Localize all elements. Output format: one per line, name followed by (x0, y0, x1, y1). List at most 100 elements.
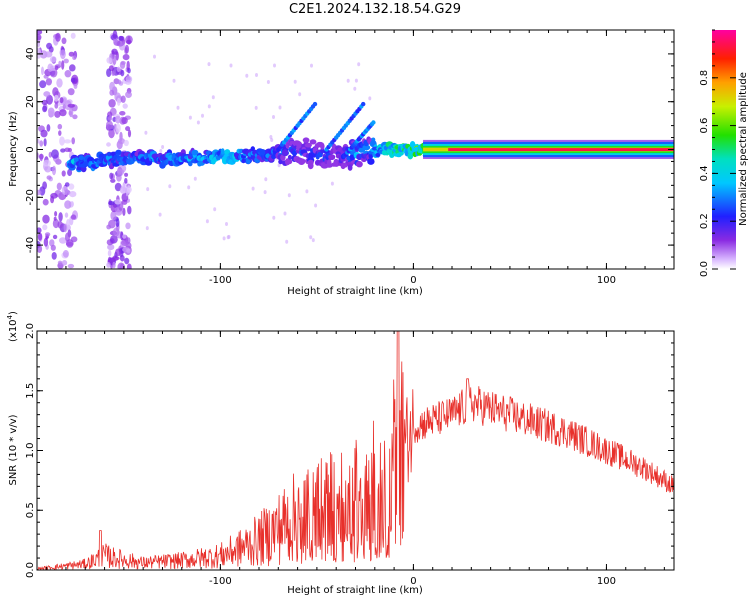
heatmap-noise-cell (127, 67, 131, 74)
colorbar-tick-label: 0.8 (699, 70, 710, 86)
heatmap-noise-cell (54, 211, 58, 217)
heatmap-noise-cell (44, 51, 53, 58)
heatmap-noise-cell (357, 62, 361, 67)
heatmap-noise-cell (54, 94, 59, 102)
heatmap-noise-cell (120, 231, 124, 241)
heatmap-ridge-cell (368, 153, 374, 159)
heatmap-noise-cell (37, 232, 43, 241)
heatmap-noise-cell (58, 60, 62, 67)
heatmap-noise-cell (107, 244, 115, 251)
heatmap-noise-cell (225, 222, 228, 226)
heatmap-noise-cell (119, 263, 124, 269)
heatmap-noise-cell (124, 172, 129, 177)
heatmap-noise-cell (107, 249, 112, 257)
heatmap-noise-cell (201, 113, 204, 118)
heatmap-noise-cell (245, 73, 249, 78)
heatmap-noise-cell (52, 218, 60, 229)
heatmap-noise-cell (125, 222, 131, 230)
heatmap-noise-cell (118, 138, 125, 145)
heatmap-noise-cell (270, 138, 274, 142)
heatmap-noise-cell (51, 165, 57, 176)
snr-y-tick-label: 1.5 (25, 383, 36, 399)
snr-y-axis-title: SNR (10 * v/v) (8, 414, 19, 485)
heatmap-noise-cell (72, 114, 78, 120)
heatmap-y-tick-label: -40 (25, 237, 36, 253)
heatmap-noise-cell (44, 232, 51, 237)
heatmap-noise-cell (42, 224, 48, 231)
heatmap-noise-cell (266, 80, 270, 84)
heatmap-noise-cell (161, 145, 165, 149)
heatmap-noise-cell (168, 184, 172, 189)
heatmap-noise-cell (37, 30, 43, 35)
heatmap-noise-cell (63, 139, 72, 144)
heatmap-noise-cell (122, 182, 126, 192)
snr-y-tick-label: 0.0 (25, 562, 36, 578)
heatmap-noise-cell (42, 105, 48, 113)
heatmap-y-tick-label: 20 (25, 95, 36, 108)
snr-plot-area (37, 331, 674, 570)
heatmap-noise-cell (68, 51, 75, 57)
heatmap-noise-cell (59, 136, 65, 146)
heatmap-noise-cell (115, 115, 121, 124)
heatmap-noise-cell (67, 168, 73, 177)
heatmap-noise-cell (106, 224, 112, 230)
heatmap-cells (37, 30, 674, 269)
heatmap-noise-cell (70, 214, 77, 220)
heatmap-ridge-cell (107, 152, 112, 157)
heatmap-noise-cell (46, 42, 53, 50)
heatmap-noise-cell (145, 226, 149, 231)
heatmap-noise-cell (158, 212, 162, 217)
heatmap-noise-cell (111, 71, 115, 76)
heatmap-noise-cell (61, 170, 66, 177)
heatmap-noise-cell (126, 248, 131, 254)
heatmap-streak-cell (371, 120, 376, 125)
heatmap-noise-cell (122, 207, 126, 216)
heatmap-y-tick-label: -20 (25, 189, 36, 205)
page-title: C2E1.2024.132.18.54.G29 (288, 2, 462, 17)
heatmap-noise-cell (110, 178, 116, 183)
heatmap-noise-cell (63, 223, 68, 233)
heatmap-noise-cell (116, 97, 121, 106)
heatmap-noise-cell (70, 77, 76, 83)
heatmap-noise-cell (106, 68, 112, 77)
heatmap-noise-cell (59, 97, 64, 104)
colorbar-tick-label: 0.0 (699, 261, 710, 277)
heatmap-ridge-cell (343, 162, 348, 168)
heatmap-ridge-cell (309, 139, 317, 145)
heatmap-noise-cell (68, 107, 74, 118)
heatmap-noise-cell (67, 103, 76, 108)
heatmap-noise-cell (67, 88, 75, 96)
heatmap-noise-cell (70, 32, 76, 39)
heatmap-noise-cell (55, 32, 61, 42)
heatmap-noise-cell (305, 189, 309, 194)
heatmap-noise-cell (346, 78, 350, 83)
heatmap-noise-cell (110, 210, 117, 221)
heatmap-x-axis-title: Height of straight line (km) (287, 286, 423, 297)
heatmap-noise-cell (64, 212, 69, 218)
heatmap-noise-cell (53, 216, 57, 221)
heatmap-noise-cell (51, 149, 59, 159)
heatmap-noise-cell (57, 221, 63, 229)
heatmap-noise-cell (43, 138, 47, 147)
heatmap-noise-cell (60, 49, 66, 60)
heatmap-noise-cell (112, 55, 117, 66)
heatmap-noise-cell (106, 142, 111, 147)
heatmap-ridge-cell (287, 159, 293, 165)
heatmap-noise-cell (263, 190, 267, 195)
snr-panel: -100 0 100 0.0 0.5 1.0 1.5 2.0 Height of straig… (6, 311, 675, 596)
heatmap-noise-cell (278, 105, 282, 110)
heatmap-y-tick-label: 0 (25, 146, 36, 152)
heatmap-noise-cell (67, 147, 72, 153)
heatmap-x-tick-label: 100 (597, 275, 616, 286)
heatmap-ridge-cell (362, 144, 371, 151)
heatmap-noise-cell (115, 123, 121, 133)
heatmap-noise-cell (172, 78, 176, 83)
heatmap-noise-cell (108, 115, 113, 121)
heatmap-noise-cell (37, 189, 42, 196)
heatmap-noise-cell (64, 70, 72, 78)
heatmap-noise-cell (205, 219, 209, 224)
heatmap-noise-cell (52, 234, 58, 240)
snr-series (37, 331, 674, 570)
heatmap-noise-cell (46, 124, 51, 132)
